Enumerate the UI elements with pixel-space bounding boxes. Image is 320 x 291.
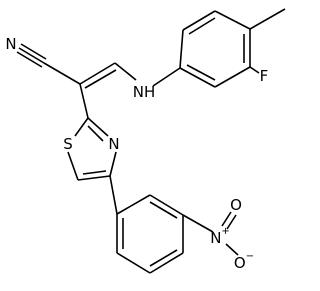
- atom-labels: N NH F S N N+ O O−: [5, 35, 268, 272]
- atom-label: F: [260, 67, 269, 85]
- bonds: [16, 8, 286, 274]
- atom-label: N: [108, 135, 119, 153]
- atom-label: O−: [234, 251, 254, 273]
- atom-label: N+: [210, 226, 230, 248]
- atom-label: O: [230, 196, 242, 214]
- atom-label: N: [5, 35, 16, 53]
- atom-symbol: O: [234, 254, 246, 272]
- atom-label: NH: [133, 83, 156, 101]
- atom-symbol: N: [210, 229, 221, 247]
- charge: +: [221, 226, 229, 237]
- atom-label: S: [63, 135, 73, 153]
- charge: −: [246, 251, 254, 262]
- structure: N NH F S N N+ O O−: [5, 8, 286, 274]
